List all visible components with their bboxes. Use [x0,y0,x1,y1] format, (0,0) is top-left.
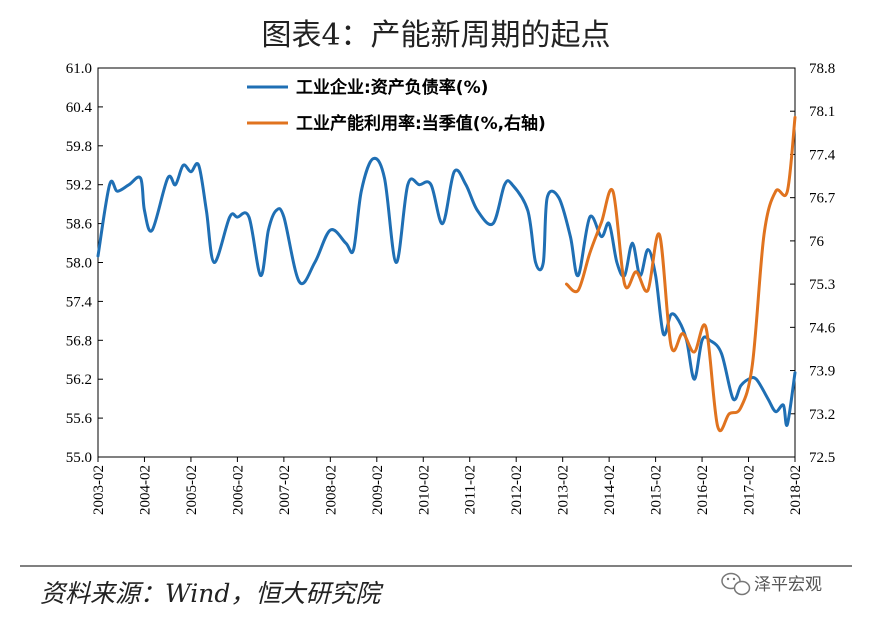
y-right-tick-label: 75.3 [809,277,835,293]
y-right-tick-label: 78.8 [809,61,835,77]
x-tick-label: 2007-02 [277,465,293,515]
legend: 工业企业:资产负债率(%) 工业产能利用率:当季值(%,右轴) [247,77,546,134]
y-right-tick-label: 72.5 [809,450,835,466]
y-left-tick-label: 56.2 [66,372,92,388]
wechat-icon [721,572,751,596]
y-right-tick-label: 76.7 [809,191,836,207]
y-left-tick-label: 58.6 [66,217,93,233]
y-right-tick-label: 74.6 [809,320,836,336]
y-right-tick-label: 77.4 [809,147,836,163]
x-tick-label: 2012-02 [509,465,525,515]
y-left-tick-label: 59.8 [66,139,92,155]
x-tick-label: 2017-02 [742,465,758,515]
series-line-debt-ratio [96,156,797,427]
x-tick-label: 2018-02 [788,465,804,515]
brand-label: 泽平宏观 [754,575,822,595]
y-right-tick-label: 76 [809,234,825,250]
y-left-tick-label: 60.4 [66,100,93,116]
y-left-tick-label: 58.0 [66,256,92,272]
y-left-tick-label: 61.0 [66,61,92,77]
brand-badge: 泽平宏观 [721,572,822,596]
legend-label-debt-ratio: 工业企业:资产负债率(%) [296,77,488,98]
y-left-tick-label: 57.4 [66,294,93,310]
axes: 61.0 60.4 59.8 59.2 58.6 58.0 57.4 56.8 56.2 55.6… [66,61,836,515]
x-tick-label: 2008-02 [323,465,339,515]
y-right-tick-label: 73.2 [809,407,835,423]
x-tick-label: 2004-02 [137,465,153,515]
y-right-tick-label: 78.1 [809,104,835,120]
y-left-tick-label: 55.0 [66,450,92,466]
x-tick-label: 2006-02 [230,465,246,515]
x-tick-label: 2005-02 [184,465,200,515]
x-tick-label: 2013-02 [556,465,572,515]
x-tick-label: 2014-02 [602,465,618,515]
y-left-tick-label: 55.6 [66,411,93,427]
x-tick-label: 2009-02 [370,465,386,515]
chart-title: 图表4：产能新周期的起点 [261,18,610,53]
series-line-capacity-utilization [565,115,797,433]
x-tick-label: 2011-02 [463,465,479,514]
source-note: 资料来源：Wind，恒大研究院 [40,579,384,608]
x-tick-label: 2015-02 [649,465,665,515]
y-left-tick-label: 59.2 [66,178,92,194]
x-tick-label: 2003-02 [91,465,107,515]
x-tick-label: 2016-02 [695,465,711,515]
series-layer [96,115,797,433]
x-tick-label: 2010-02 [416,465,432,515]
y-right-tick-label: 73.9 [809,364,835,380]
legend-label-capacity-utilization: 工业产能利用率:当季值(%,右轴) [296,113,546,134]
y-left-tick-label: 56.8 [66,333,92,349]
